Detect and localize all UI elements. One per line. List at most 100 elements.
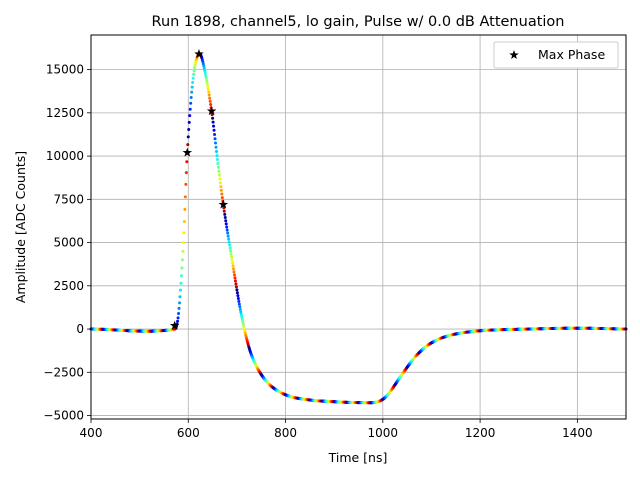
waveform-point	[219, 185, 223, 189]
waveform-point	[234, 285, 238, 289]
waveform-point	[193, 63, 197, 67]
waveform-point	[190, 85, 194, 89]
waveform-point	[177, 306, 181, 310]
waveform-point	[236, 297, 240, 301]
waveform-point	[228, 246, 232, 250]
waveform-point	[178, 301, 182, 305]
x-tick-label: 1200	[465, 426, 496, 440]
waveform-point	[183, 195, 187, 199]
plot-frame	[90, 34, 627, 420]
waveform-point	[223, 216, 227, 220]
waveform-point	[215, 154, 219, 158]
waveform-point	[219, 188, 223, 192]
waveform-point	[186, 135, 190, 139]
waveform-point	[223, 212, 227, 216]
axis-ticks: 400 600 800 1000 1200 1400 −5000 −2500 0 2500 5000…	[43, 63, 592, 440]
waveform-point	[230, 255, 234, 259]
y-axis-label: Amplitude [ADC Counts]	[13, 151, 28, 303]
y-tick-label: −5000	[43, 409, 84, 423]
waveform-point	[192, 72, 196, 76]
waveform-point	[232, 273, 236, 277]
waveform-point	[206, 87, 210, 91]
waveform-point	[235, 291, 239, 295]
waveform-point	[227, 237, 231, 241]
x-tick-label: 1000	[368, 426, 399, 440]
chart-title: Run 1898, channel5, lo gain, Pulse w/ 0.…	[152, 14, 565, 30]
waveform-point	[207, 93, 211, 97]
waveform-point	[239, 313, 243, 317]
legend: Max Phase	[493, 41, 619, 69]
y-tick-label: −2500	[43, 365, 84, 379]
grid-lines	[90, 35, 626, 419]
waveform-point	[233, 279, 237, 283]
waveform-point	[190, 90, 194, 94]
waveform-point	[240, 317, 244, 321]
waveform-point	[186, 143, 190, 147]
waveform-point	[188, 114, 192, 118]
y-tick-label: 7500	[53, 192, 84, 206]
max-phase-star-icon	[218, 199, 229, 209]
waveform-point	[218, 181, 222, 185]
max-phase-star-icon	[206, 106, 217, 116]
waveform-point	[220, 192, 224, 196]
waveform-point	[229, 252, 233, 256]
waveform-point	[213, 132, 217, 136]
y-tick-label: 2500	[53, 279, 84, 293]
legend-star-icon	[509, 50, 519, 60]
x-tick-label: 1400	[562, 426, 593, 440]
waveform-point	[182, 231, 186, 235]
waveform-point	[181, 241, 185, 245]
waveform-point	[227, 240, 231, 244]
waveform-point	[217, 173, 221, 177]
waveform-point	[206, 84, 210, 88]
waveform-point	[241, 322, 245, 326]
waveform-point	[216, 161, 220, 165]
waveform-point	[204, 74, 208, 78]
max-phase-markers	[169, 49, 229, 330]
waveform-point	[238, 305, 242, 309]
waveform-point	[176, 316, 180, 320]
waveform-point	[205, 82, 209, 86]
waveform-point	[179, 274, 183, 278]
waveform-point	[232, 267, 235, 271]
waveform-point	[226, 234, 230, 238]
waveform-point	[202, 66, 206, 70]
waveform-point	[217, 169, 221, 173]
waveform-point	[231, 264, 235, 268]
waveform-point	[214, 141, 218, 145]
waveform-point	[222, 209, 226, 213]
waveform-point	[234, 282, 238, 286]
waveform-point	[230, 258, 234, 262]
waveform-point	[191, 81, 195, 85]
waveform-point	[185, 160, 189, 164]
waveform-point	[187, 127, 191, 131]
waveform-point	[184, 182, 188, 186]
waveform-point	[203, 71, 207, 75]
x-tick-label: 400	[80, 426, 103, 440]
waveform-point	[232, 270, 236, 274]
waveform-point	[236, 294, 240, 298]
legend-box	[493, 41, 619, 69]
waveform-point	[207, 90, 211, 94]
waveform-point	[211, 120, 215, 124]
waveform-point	[177, 311, 181, 315]
waveform-point	[178, 288, 182, 292]
waveform-point	[235, 288, 239, 292]
waveform-points	[89, 52, 628, 405]
waveform-point	[193, 66, 197, 70]
waveform-point	[189, 101, 193, 105]
waveform-point	[179, 281, 183, 285]
waveform-point	[241, 320, 245, 324]
y-tick-label: 5000	[53, 236, 84, 250]
waveform-point	[191, 76, 195, 80]
waveform-point	[212, 128, 216, 132]
max-phase-star-icon	[169, 320, 180, 330]
waveform-point	[204, 76, 208, 80]
waveform-point	[189, 96, 193, 100]
waveform-point	[237, 302, 241, 306]
waveform-point	[220, 196, 224, 200]
waveform-point	[205, 79, 209, 83]
waveform-point	[208, 99, 212, 103]
waveform-point	[212, 124, 216, 128]
